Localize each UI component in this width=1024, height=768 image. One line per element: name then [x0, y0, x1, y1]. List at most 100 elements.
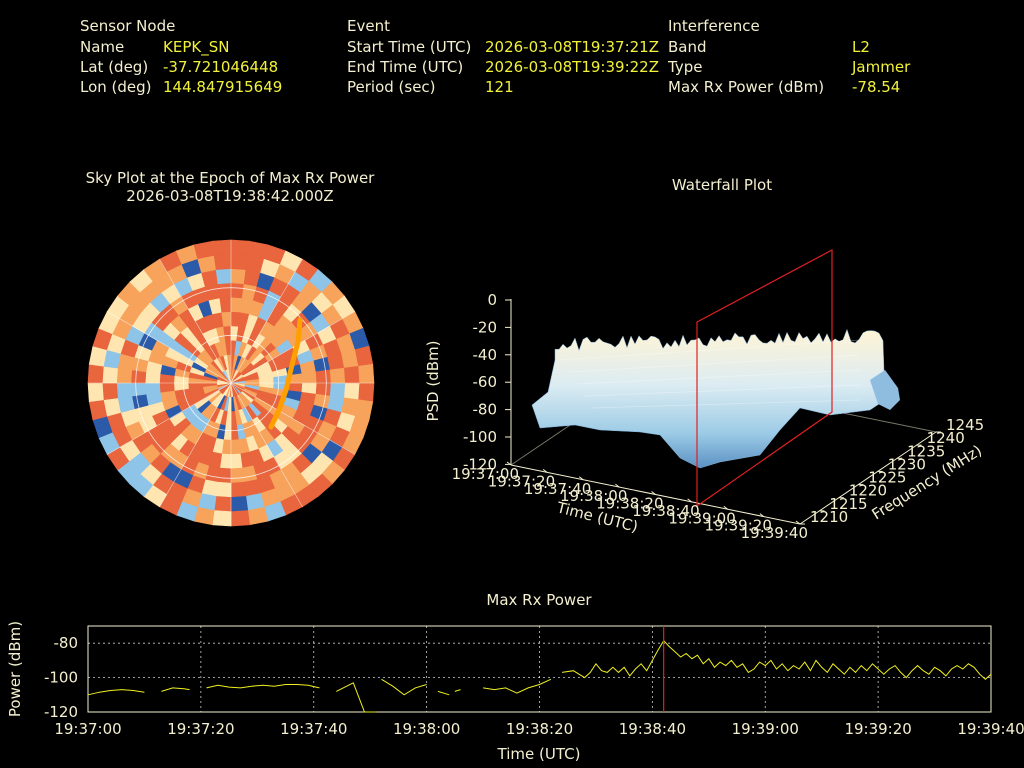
mp-series-segment: [161, 687, 190, 692]
wf-streak: [583, 384, 861, 397]
wf-z-tick-label: -80: [473, 401, 498, 419]
wf-time-tick-label: 19:37:00: [452, 465, 519, 483]
wf-freq-tick-label: 1210: [810, 508, 848, 526]
maxpower-title: Max Rx Power: [486, 591, 592, 609]
wf-z-tick-label: -20: [473, 318, 498, 336]
mp-y-label: Power (dBm): [6, 621, 24, 717]
mp-series-segment: [336, 682, 376, 713]
mp-series-segment: [437, 690, 450, 696]
sensor-lon-value: 144.847915649: [163, 78, 283, 96]
wf-time-tick: [795, 520, 801, 525]
mp-frame: [87, 625, 992, 713]
mp-x-tick-label: 19:39:20: [844, 720, 911, 738]
waterfall-title: Waterfall Plot: [671, 176, 773, 194]
event-end-label: End Time (UTC): [347, 58, 464, 76]
wf-streak: [591, 399, 861, 409]
wf-freq-tick-label: 1225: [868, 469, 906, 487]
wf-time-tick: [759, 513, 765, 518]
sky-spoke: [230, 382, 303, 507]
wf-freq-tick-label: 1235: [907, 442, 945, 460]
wf-time-tick: [506, 461, 512, 466]
sky-spoke: [107, 311, 232, 384]
event-start-label: Start Time (UTC): [347, 38, 472, 56]
sky-track: [268, 317, 303, 430]
mp-series-segment: [381, 678, 427, 696]
mp-x-tick-label: 19:37:40: [280, 720, 347, 738]
sky-spoke: [107, 382, 232, 455]
wf-time-tick: [723, 505, 729, 510]
wf-freq-axis: [799, 431, 937, 525]
skyplot-title: Sky Plot at the Epoch of Max Rx Power: [85, 169, 375, 187]
sky-spoke: [230, 311, 355, 384]
mp-y-tick-label: -80: [54, 634, 79, 652]
sky-spoke: [230, 382, 355, 455]
wf-time-tick: [687, 498, 692, 503]
wf-time-tick-label: 19:39:40: [741, 524, 808, 542]
skyplot-subtitle: 2026-03-08T19:38:42.000Z: [126, 187, 334, 205]
wf-freq-tick-label: 1245: [946, 416, 984, 434]
mp-x-tick-label: 19:39:40: [957, 720, 1024, 738]
mp-x-tick-label: 19:37:20: [167, 720, 234, 738]
wf-time-tick-label: 19:38:40: [632, 502, 699, 520]
mp-x-label: Time (UTC): [497, 745, 581, 763]
mp-y-tick-label: -120: [44, 703, 78, 721]
wf-time-tick-label: 19:38:00: [560, 487, 627, 505]
mp-series-segment: [483, 678, 552, 694]
event-period-label: Period (sec): [347, 78, 436, 96]
sensor-lat-value: -37.721046448: [163, 58, 279, 76]
wf-z-tick-label: -120: [463, 455, 497, 473]
wf-time-tick-label: 19:37:40: [524, 480, 591, 498]
sensor-node-heading: Sensor Node: [80, 17, 176, 35]
sensor-name-value: KEPK_SN: [163, 38, 230, 56]
wf-time-tick: [651, 491, 656, 495]
wf-freq-tick-label: 1215: [829, 495, 867, 513]
sensor-name-label: Name: [80, 38, 125, 56]
interference-heading: Interference: [668, 17, 760, 35]
wf-z-tick-label: 0: [487, 291, 497, 309]
mp-x-tick-label: 19:37:00: [54, 720, 121, 738]
wf-freq-tick-label: 1230: [888, 455, 926, 473]
interference-power-value: -78.54: [852, 78, 901, 96]
mp-series-segment: [454, 689, 461, 692]
mp-x-tick-label: 19:38:00: [393, 720, 460, 738]
wf-freq-tick-label: 1240: [927, 429, 965, 447]
event-heading: Event: [347, 17, 390, 35]
wf-z-tick-label: -100: [463, 428, 497, 446]
mp-x-tick-label: 19:39:00: [732, 720, 799, 738]
wf-streak: [567, 354, 861, 373]
wf-max-epoch-plane: [696, 249, 833, 508]
wf-time-tick-label: 19:39:20: [705, 517, 772, 535]
sky-spoke: [230, 259, 303, 384]
event-period-value: 121: [485, 78, 514, 96]
mp-x-tick-label: 19:38:40: [619, 720, 686, 738]
sky-spoke: [159, 382, 232, 507]
wf-surface-tail: [870, 370, 900, 410]
wf-streak: [575, 369, 861, 385]
wf-time-tick: [578, 476, 584, 481]
mp-y-tick-label: -100: [44, 669, 78, 687]
sensor-lat-label: Lat (deg): [80, 58, 149, 76]
wf-time-tick: [542, 468, 548, 473]
mp-x-tick-label: 19:38:20: [506, 720, 573, 738]
wf-z-tick-label: -40: [473, 346, 498, 364]
wf-time-tick-label: 19:39:00: [668, 509, 735, 527]
mp-series-segment: [87, 689, 145, 696]
interference-band-value: L2: [852, 38, 870, 56]
event-end-value: 2026-03-08T19:39:22Z: [485, 58, 659, 76]
wf-z-tick-label: -60: [473, 373, 498, 391]
wf-time-tick-label: 19:38:20: [596, 495, 663, 513]
interference-band-label: Band: [668, 38, 707, 56]
mp-series-segment: [206, 684, 320, 689]
interference-type-label: Type: [668, 58, 703, 76]
wf-freq-tick-label: 1220: [849, 482, 887, 500]
mp-series-segment: [562, 639, 992, 680]
sensor-lon-label: Lon (deg): [80, 78, 152, 96]
interference-type-value: Jammer: [852, 58, 911, 76]
wf-time-tick-label: 19:37:20: [488, 472, 555, 490]
wf-streak: [559, 339, 861, 361]
event-start-value: 2026-03-08T19:37:21Z: [485, 38, 659, 56]
wf-time-tick: [615, 483, 620, 488]
